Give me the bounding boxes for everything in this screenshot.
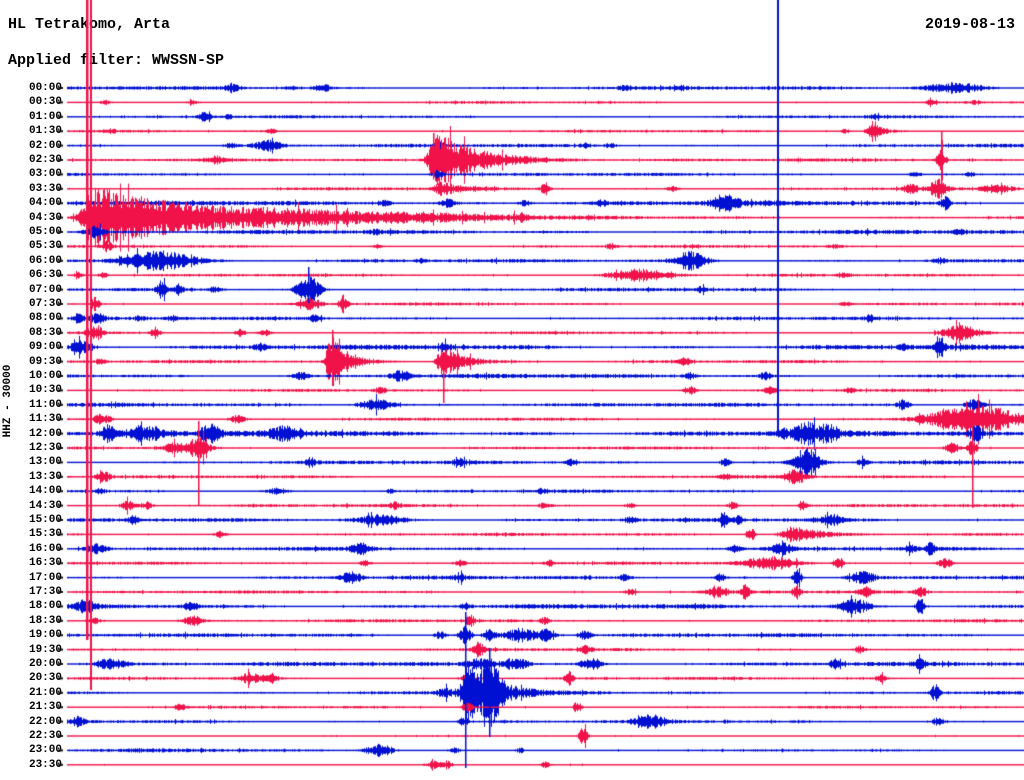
time-label-1430: 14:30 [28,499,62,512]
time-label-0130: 01:30 [28,125,62,138]
time-label-2330: 23:30 [28,758,62,771]
time-label-2130: 21:30 [28,701,62,714]
time-label-0800: 08:00 [28,312,62,325]
time-label-1000: 10:00 [28,370,62,382]
time-label-2200: 22:00 [28,715,62,728]
time-label-0100: 01:00 [28,110,62,123]
time-label-1100: 11:00 [28,398,62,411]
time-label-2100: 21:00 [28,686,62,699]
time-label-1030: 10:30 [28,384,62,397]
time-label-2030: 20:30 [28,672,62,685]
time-label-1800: 18:00 [28,600,62,613]
time-label-1230: 12:30 [28,442,62,454]
time-label-1830: 18:30 [28,614,62,627]
time-label-0000: 00:00 [28,82,62,94]
time-label-1500: 15:00 [28,514,62,526]
time-label-0600: 06:00 [28,254,62,267]
time-label-0930: 09:30 [28,355,62,368]
time-label-2300: 23:00 [28,744,62,757]
time-label-0730: 07:30 [28,298,62,310]
time-label-0230: 02:30 [28,154,62,166]
time-label-0830: 08:30 [28,326,62,339]
station-title: HL Tetrakomo, Arta [8,16,171,33]
time-label-0630: 06:30 [28,269,62,282]
time-label-0030: 00:30 [28,96,62,109]
time-label-1530: 15:30 [28,528,62,541]
date-label: 2019-08-13 [924,16,1015,33]
time-label-1700: 17:00 [28,571,62,584]
applied-filter-label: Applied filter: WWSSN-SP [8,52,225,69]
time-label-2230: 22:30 [28,730,62,742]
time-label-0430: 04:30 [28,211,62,224]
time-label-0500: 05:00 [28,226,62,238]
time-label-2000: 20:00 [28,658,62,670]
time-label-0330: 03:30 [28,182,62,195]
time-label-1200: 12:00 [28,427,62,440]
time-label-1330: 13:30 [28,470,62,483]
time-label-0300: 03:00 [28,168,62,181]
time-label-1130: 11:30 [28,413,62,426]
time-label-0900: 09:00 [28,341,62,354]
time-label-1930: 19:30 [28,643,62,656]
time-label-1630: 16:30 [28,557,62,570]
time-label-1600: 16:00 [28,542,62,555]
time-label-0700: 07:00 [28,283,62,296]
time-label-0400: 04:00 [28,197,62,210]
time-label-1900: 19:00 [28,629,62,642]
time-label-1400: 14:00 [28,485,62,498]
time-label-1300: 13:00 [28,456,62,469]
time-label-0200: 02:00 [28,139,62,152]
time-label-0530: 05:30 [28,240,62,253]
time-label-1730: 17:30 [28,586,62,598]
